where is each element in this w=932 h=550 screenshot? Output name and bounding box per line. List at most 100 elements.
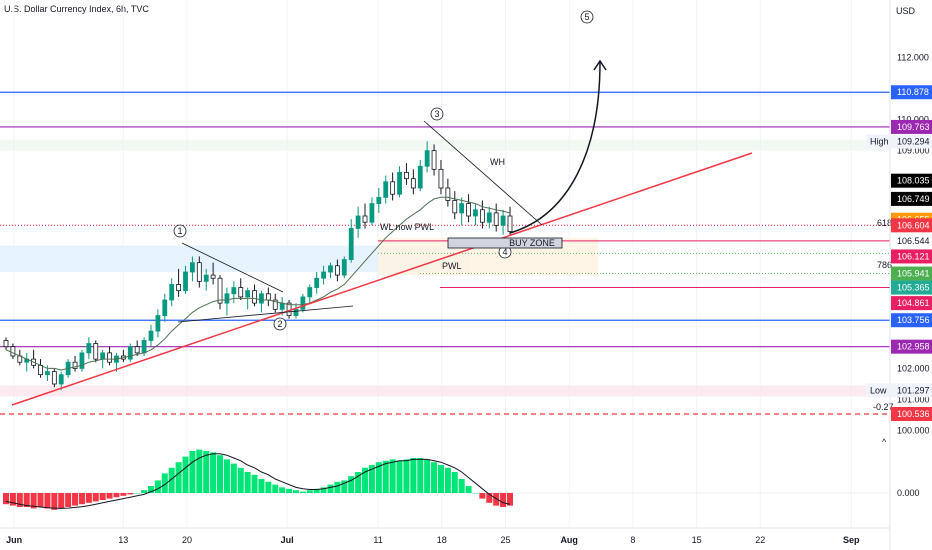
- candle-body: [10, 346, 16, 357]
- histogram-bar: [237, 467, 244, 493]
- histogram-bar: [23, 493, 30, 507]
- histogram-bar: [223, 459, 230, 493]
- candlesticks: [3, 141, 513, 391]
- histogram-bar: [327, 484, 334, 493]
- price-tick-label: 102.000: [897, 363, 930, 373]
- price-tag-label: 108.035: [897, 176, 930, 186]
- candle-body: [169, 284, 175, 301]
- price-tag: 103.756: [891, 313, 932, 328]
- price-tag: 101.297 Low: [866, 383, 932, 398]
- histogram-bar: [30, 493, 37, 509]
- candle-body: [86, 343, 92, 354]
- histogram-bar: [472, 493, 479, 494]
- candle-body: [93, 343, 99, 360]
- candle-body: [141, 340, 147, 354]
- histogram-bar: [286, 488, 293, 493]
- price-tag-bg: [891, 249, 932, 264]
- histogram-bar: [493, 493, 500, 506]
- candle-body: [162, 299, 168, 316]
- histogram-bar: [368, 465, 375, 493]
- price-tag-label: 109.294: [897, 137, 930, 147]
- candle-body: [417, 165, 423, 189]
- candle-body: [348, 228, 354, 260]
- price-tag-bg: [891, 218, 932, 233]
- price-tag: 105.365: [891, 280, 932, 295]
- wave3-line: [423, 120, 543, 226]
- price-tick-label: 112.000: [897, 52, 929, 62]
- low-zone: [0, 385, 890, 397]
- signal-line: [5, 453, 511, 509]
- candle-body: [459, 203, 465, 214]
- candle-body: [79, 352, 85, 369]
- wave-label-2: 2: [273, 317, 287, 331]
- time-tick-label: 18: [437, 535, 447, 545]
- histogram-bar: [465, 486, 472, 493]
- histogram-bar: [292, 490, 299, 493]
- drawings-layer: 1 2 3 4 5 WH WL now PWL PWL 618 786 -0.2…: [11, 10, 894, 447]
- candle-body: [265, 293, 271, 301]
- candle-body: [293, 308, 299, 316]
- candle-body: [500, 215, 506, 226]
- wave-label-1-text: 1: [177, 226, 182, 236]
- price-tag-name-bg: [866, 134, 890, 149]
- buy-zone-box: BUY ZONE: [447, 237, 563, 249]
- price-tag-label: 105.941: [897, 269, 930, 279]
- price-tag: 108.035: [891, 173, 932, 188]
- candle-body: [383, 181, 389, 198]
- candle-body: [397, 172, 402, 195]
- histogram-bar: [424, 459, 431, 493]
- wave-label-3: 3: [430, 107, 444, 121]
- histogram-bar: [120, 493, 127, 496]
- histogram-bar: [16, 493, 23, 507]
- fib-618-label: 618: [877, 218, 892, 228]
- wave1-lower-line: [177, 305, 354, 323]
- candle-body: [51, 371, 57, 385]
- high-zone: [0, 139, 890, 151]
- histogram-bar: [437, 465, 444, 493]
- price-tag-bg: [891, 486, 932, 500]
- histogram-bar: [3, 493, 9, 505]
- fib-786-label: 786: [877, 260, 892, 270]
- price-tag-name-bg: [866, 383, 890, 398]
- candle-body: [355, 215, 361, 229]
- candle-body: [300, 296, 306, 310]
- histogram-bar: [444, 467, 451, 493]
- histogram-bar: [362, 467, 369, 493]
- wave-label-1: 1: [173, 224, 187, 238]
- price-tag: 106.544: [891, 233, 932, 248]
- uptrend-line: [11, 152, 753, 406]
- histogram-bar: [410, 458, 417, 493]
- histogram-bar: [58, 493, 65, 509]
- time-tick-label: Jul: [281, 535, 294, 545]
- price-tag: 0.000: [891, 486, 932, 500]
- price-tag-label: 109.763: [897, 122, 930, 132]
- histogram-bar: [320, 487, 327, 493]
- price-tag-name: High: [870, 137, 889, 147]
- candle-body: [493, 212, 499, 226]
- price-tag: 109.763: [891, 119, 932, 134]
- candle-body: [196, 262, 202, 282]
- histogram-bar: [355, 472, 362, 493]
- wl-now-pwl-label: WL now PWL: [380, 222, 434, 232]
- candle-body: [328, 265, 333, 273]
- histogram-bar: [175, 462, 182, 493]
- price-tag-label: 105.365: [897, 283, 930, 293]
- price-tag-label: 101.297: [897, 385, 930, 395]
- histogram-bar: [479, 493, 486, 499]
- histogram-bar: [127, 493, 134, 495]
- histogram-bar: [113, 493, 120, 498]
- time-tick-label: 20: [182, 535, 192, 545]
- time-tick-label: Aug: [560, 535, 578, 545]
- time-tick-label: Sep: [843, 535, 860, 545]
- candle-body: [224, 293, 230, 304]
- price-tag-bg: [891, 406, 932, 421]
- price-tag-name: Low: [870, 385, 887, 395]
- projection-arrowhead-icon: [593, 59, 607, 71]
- projection-curve: [509, 61, 601, 234]
- histogram-bar: [141, 490, 148, 493]
- histogram-bar: [9, 493, 16, 506]
- time-tick-label: 15: [692, 535, 702, 545]
- wave-label-5: 5: [580, 10, 594, 24]
- price-tag: 102.958: [891, 339, 932, 354]
